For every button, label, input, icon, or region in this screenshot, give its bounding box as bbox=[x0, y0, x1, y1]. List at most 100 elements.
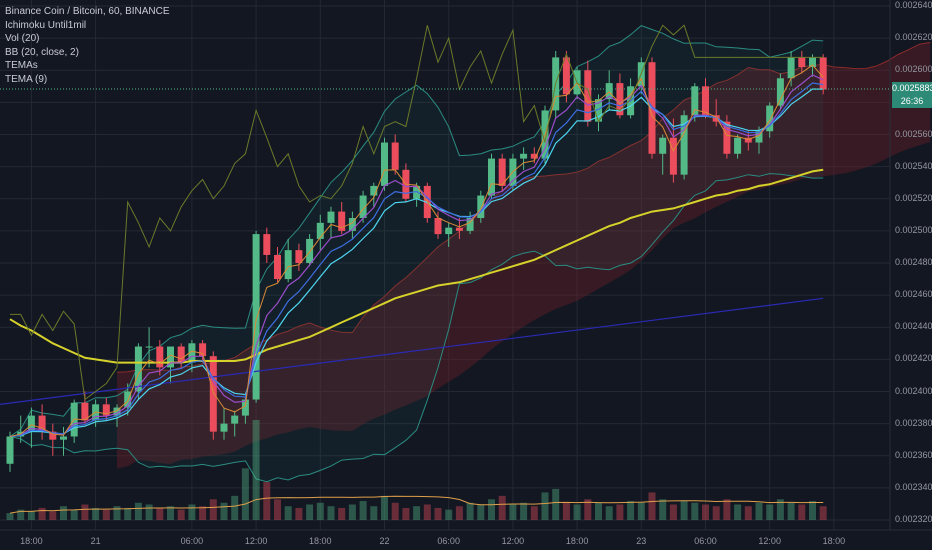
candle-body bbox=[734, 137, 742, 154]
candle-body bbox=[338, 211, 346, 231]
volume-bar bbox=[252, 420, 260, 520]
candle-body bbox=[787, 57, 795, 79]
legend-bollinger[interactable]: BB (20, close, 2) bbox=[5, 46, 79, 58]
volume-bar bbox=[466, 502, 474, 520]
volume-bar bbox=[562, 502, 570, 520]
indicator-lines bbox=[0, 24, 890, 438]
candle-body bbox=[477, 195, 485, 219]
candle-body bbox=[209, 356, 217, 432]
volume-bar bbox=[734, 504, 742, 520]
volume-bar bbox=[49, 511, 57, 520]
volume-bar bbox=[113, 506, 121, 520]
candle-body bbox=[359, 195, 367, 219]
legend-tema[interactable]: TEMA (9) bbox=[5, 73, 48, 85]
volume-bar bbox=[381, 495, 388, 520]
candle-body bbox=[156, 346, 164, 368]
candle-body bbox=[744, 137, 752, 143]
time-tick-label: 23 bbox=[636, 536, 647, 546]
candle-body bbox=[188, 343, 196, 363]
volume-bar bbox=[680, 501, 688, 520]
time-tick-label: 06:00 bbox=[180, 536, 204, 546]
volume-bar bbox=[648, 492, 656, 520]
volume-bar bbox=[156, 507, 164, 520]
volume-bar bbox=[209, 499, 217, 520]
candle-body bbox=[605, 83, 613, 100]
volume-bar bbox=[167, 506, 174, 520]
time-tick-label: 21 bbox=[90, 536, 101, 546]
volume-bar bbox=[402, 507, 410, 520]
candle-body bbox=[252, 234, 260, 400]
volume-ma-line bbox=[9, 495, 824, 514]
volume-bar bbox=[423, 504, 431, 520]
legend-volume[interactable]: Vol (20) bbox=[5, 33, 40, 45]
legend-ichimoku[interactable]: Ichimoku Until1mil bbox=[5, 19, 87, 31]
tema-cyan-line bbox=[9, 88, 824, 438]
volume-bar bbox=[776, 499, 784, 520]
candle-body bbox=[124, 391, 132, 408]
volume-bar bbox=[755, 502, 763, 520]
candle-body bbox=[455, 227, 463, 231]
candle-body bbox=[6, 436, 14, 464]
candle-body bbox=[723, 121, 731, 154]
volume-bar bbox=[199, 506, 207, 520]
time-tick-label: 06:00 bbox=[694, 536, 717, 546]
volume-bar bbox=[605, 506, 613, 520]
volume-bar bbox=[327, 506, 335, 520]
tema-orange-line bbox=[9, 64, 824, 437]
volume-bar bbox=[573, 504, 581, 520]
candle-body bbox=[274, 254, 281, 280]
volume-bar bbox=[306, 504, 314, 520]
volume-bar bbox=[6, 513, 14, 520]
candle-body bbox=[381, 142, 388, 186]
volume-bar bbox=[744, 506, 752, 520]
volume-bar bbox=[659, 499, 667, 520]
volume-bar bbox=[188, 504, 196, 520]
candle-body bbox=[702, 86, 709, 116]
candle-body bbox=[680, 115, 688, 175]
symbol-title[interactable]: Binance Coin / Bitcoin, 60, BINANCE bbox=[5, 6, 170, 17]
volume-bar bbox=[691, 502, 699, 520]
volume-bar bbox=[530, 506, 538, 520]
volume-bar bbox=[124, 507, 132, 520]
candle-body bbox=[231, 415, 239, 424]
volume-bar bbox=[177, 509, 185, 520]
candle-body bbox=[691, 86, 699, 116]
candle-body bbox=[220, 423, 228, 432]
volume-bar bbox=[370, 506, 378, 520]
volume-bar bbox=[274, 499, 281, 520]
volume-bar bbox=[359, 501, 367, 520]
volume-bar bbox=[809, 501, 816, 520]
candle-body bbox=[348, 218, 356, 231]
volume-bar bbox=[241, 468, 249, 520]
candle-body bbox=[241, 399, 249, 416]
candle-body bbox=[520, 153, 528, 159]
volume-bar bbox=[391, 502, 399, 520]
price-tick-label: 0.0023200 bbox=[895, 514, 932, 524]
volume-bar bbox=[81, 504, 89, 520]
volume-bar bbox=[70, 509, 78, 520]
volume-bar bbox=[145, 504, 153, 520]
volume-bar bbox=[338, 507, 346, 520]
candle-body bbox=[669, 137, 677, 175]
volume-bar bbox=[92, 507, 100, 520]
time-tick-label: 12:00 bbox=[501, 536, 525, 546]
time-tick-label: 18:00 bbox=[20, 536, 43, 546]
legend-temas[interactable]: TEMAs bbox=[5, 60, 38, 72]
candle-body bbox=[595, 99, 602, 122]
volume-bar bbox=[541, 492, 549, 520]
tema-blue-line bbox=[9, 82, 824, 438]
volume-bar bbox=[413, 506, 421, 520]
candle-body bbox=[488, 158, 495, 196]
time-tick-label: 22 bbox=[379, 536, 390, 546]
bb-upper bbox=[9, 25, 824, 437]
candle-body bbox=[434, 218, 442, 235]
